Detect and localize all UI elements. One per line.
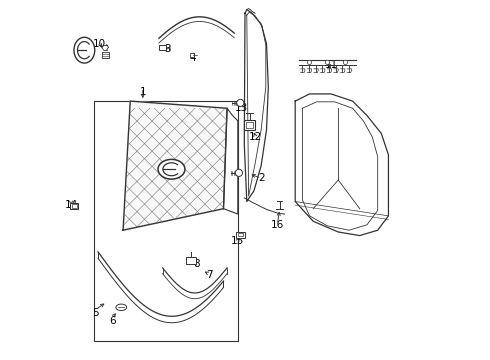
Text: 12: 12 — [249, 132, 262, 142]
Text: 6: 6 — [109, 316, 116, 325]
Ellipse shape — [74, 37, 95, 63]
Bar — [95, 101, 238, 341]
Text: 8: 8 — [193, 259, 200, 269]
Text: 2: 2 — [258, 173, 265, 183]
Text: 3: 3 — [165, 44, 171, 54]
Text: 16: 16 — [270, 220, 284, 230]
Circle shape — [325, 60, 330, 64]
Text: 13: 13 — [235, 103, 248, 113]
Ellipse shape — [116, 304, 126, 311]
Bar — [245, 120, 255, 130]
Bar — [186, 257, 196, 264]
Text: 15: 15 — [231, 236, 245, 246]
Polygon shape — [123, 101, 227, 230]
Circle shape — [307, 60, 312, 64]
Ellipse shape — [158, 159, 185, 179]
Bar — [246, 122, 253, 128]
Text: 4: 4 — [190, 53, 196, 63]
Text: 1: 1 — [140, 87, 146, 97]
Text: 7: 7 — [206, 270, 213, 280]
Bar — [191, 53, 194, 57]
Bar — [236, 231, 245, 238]
Bar — [72, 204, 77, 208]
Circle shape — [237, 99, 244, 107]
Circle shape — [235, 169, 243, 176]
Text: 10: 10 — [93, 39, 106, 49]
Circle shape — [343, 60, 347, 64]
Text: 11: 11 — [324, 60, 338, 70]
Text: 14: 14 — [65, 200, 78, 210]
Bar — [71, 203, 78, 210]
Text: 9: 9 — [77, 39, 83, 49]
Text: 5: 5 — [92, 308, 98, 318]
Bar — [101, 52, 109, 58]
Bar — [238, 233, 243, 236]
Bar — [159, 45, 166, 50]
